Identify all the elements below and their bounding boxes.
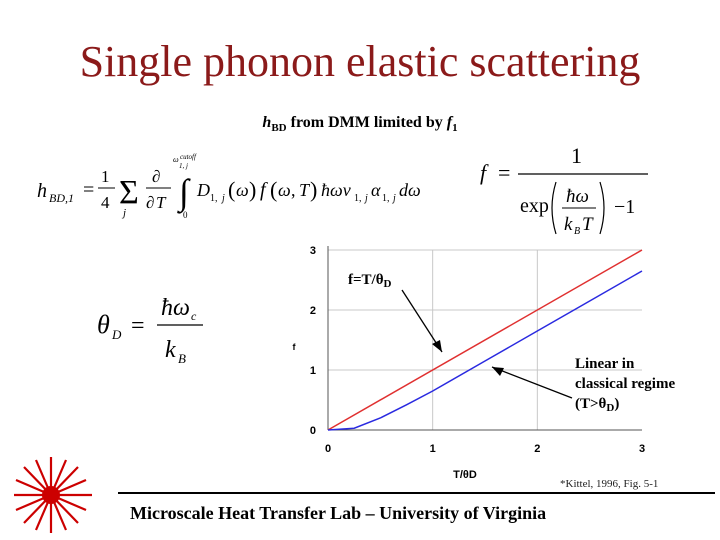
bose-einstein-equation: f = 1 exp ħω k B T −1 [478,140,658,245]
svg-text:ħωv: ħωv [321,180,351,200]
annotation-right-arrow-line [491,366,573,399]
subtitle-f: f [446,114,453,131]
lab-logo-icon [6,455,96,540]
svg-text:0: 0 [183,210,188,220]
svg-text:k: k [165,337,176,363]
annotation-left: f=T/θD [348,272,392,290]
svg-text:1,: 1, [382,193,390,204]
svg-text:c: c [191,309,197,323]
svg-text:∫: ∫ [177,172,191,214]
svg-text:−1: −1 [614,196,635,218]
svg-text:D: D [111,327,122,342]
svg-text:h: h [37,180,47,202]
chart-axes [327,246,642,431]
svg-text:1,: 1, [210,193,218,204]
y-tick-label: 2 [310,305,316,317]
annotation-right-line3: (T>θD) [575,396,619,414]
svg-text:ħω: ħω [161,295,190,321]
svg-text:cutoff: cutoff [180,153,197,161]
chart-ylabel: f [293,342,297,352]
svg-text:j: j [121,207,126,219]
x-tick-label: 1 [430,443,436,455]
svg-text:B: B [178,351,186,366]
svg-text:1: 1 [571,143,582,168]
svg-text:exp: exp [520,195,549,217]
slide-subtitle: hBD from DMM limited by f1 [0,114,720,134]
y-tick-label: 1 [310,365,316,377]
chart-series [327,249,643,431]
series-line-1 [327,249,643,431]
subtitle-h: h [262,114,272,131]
svg-text:=: = [498,160,510,185]
svg-text:∂: ∂ [146,193,154,212]
svg-text:ω: ω [173,155,179,164]
annotation-left-arrow-line [401,289,443,353]
footer-lab-name: Microscale Heat Transfer Lab – Universit… [130,503,547,523]
f-vs-temperature-chart: 0 1 2 3 0 1 2 3 T/θD f f=T/θD Linear in classic… [280,232,720,487]
svg-text:(: ( [228,177,235,202]
svg-text:dω: dω [399,180,421,200]
svg-text:∂: ∂ [152,167,160,186]
svg-text:ħω: ħω [566,186,589,207]
svg-text:j: j [220,193,225,204]
svg-text:f: f [480,160,489,185]
svg-text:BD,1: BD,1 [49,191,74,205]
subtitle-h-sub: BD [271,122,287,135]
subtitle-text: from DMM limited by [286,114,447,131]
subtitle-f-sub: 1 [452,122,458,135]
chart-canvas: 0 1 2 3 0 1 2 3 T/θD f f=T/θD Linear in classic… [293,245,676,481]
svg-text:,: , [291,180,296,200]
svg-text:f: f [260,179,268,201]
svg-text:j: j [391,193,396,204]
annotation-right-line1: Linear in [575,356,635,372]
x-tick-label: 3 [639,443,645,455]
chart-grid [328,249,642,430]
svg-text:ω: ω [236,180,249,200]
annotation-right-arrowhead [492,367,504,376]
chart-ticks: 0 1 2 3 0 1 2 3 [310,245,645,455]
svg-text:B: B [574,226,580,237]
svg-text:1, j: 1, j [179,162,188,170]
svg-text:): ) [249,177,256,202]
svg-text:D: D [196,180,210,200]
svg-text:=: = [131,313,145,339]
y-tick-label: 0 [310,425,316,437]
svg-text:(: ( [270,177,277,202]
x-tick-label: 2 [534,443,540,455]
svg-text:4: 4 [101,193,110,212]
y-tick-label: 3 [310,245,316,257]
slide-title: Single phonon elastic scattering [79,37,641,86]
svg-text:θ: θ [97,310,110,339]
hbd-equation: h BD,1 = 1 4 Σ j ∂ ∂ T ∫ ω cutoff 1, j 0… [35,150,435,235]
svg-text:j: j [363,193,368,204]
x-tick-label: 0 [325,443,331,455]
svg-text:1: 1 [101,167,110,186]
svg-text:Σ: Σ [119,174,139,211]
svg-text:T: T [582,214,594,235]
svg-text:ω: ω [278,180,291,200]
svg-text:): ) [310,177,317,202]
svg-text:T: T [299,180,311,200]
annotation-left-arrowhead [432,340,442,352]
citation: *Kittel, 1996, Fig. 5-1 [560,478,659,490]
svg-text:k: k [564,214,573,235]
svg-text:=: = [83,179,94,201]
annotation-right-line2: classical regime [575,376,675,392]
chart-xlabel: T/θD [453,469,477,481]
footer-divider [118,492,715,494]
series-line-2 [327,270,643,431]
svg-text:1,: 1, [354,193,362,204]
debye-temperature-equation: θ D = ħω c k B [95,285,215,375]
svg-text:α: α [371,180,381,200]
svg-text:T: T [156,193,167,212]
